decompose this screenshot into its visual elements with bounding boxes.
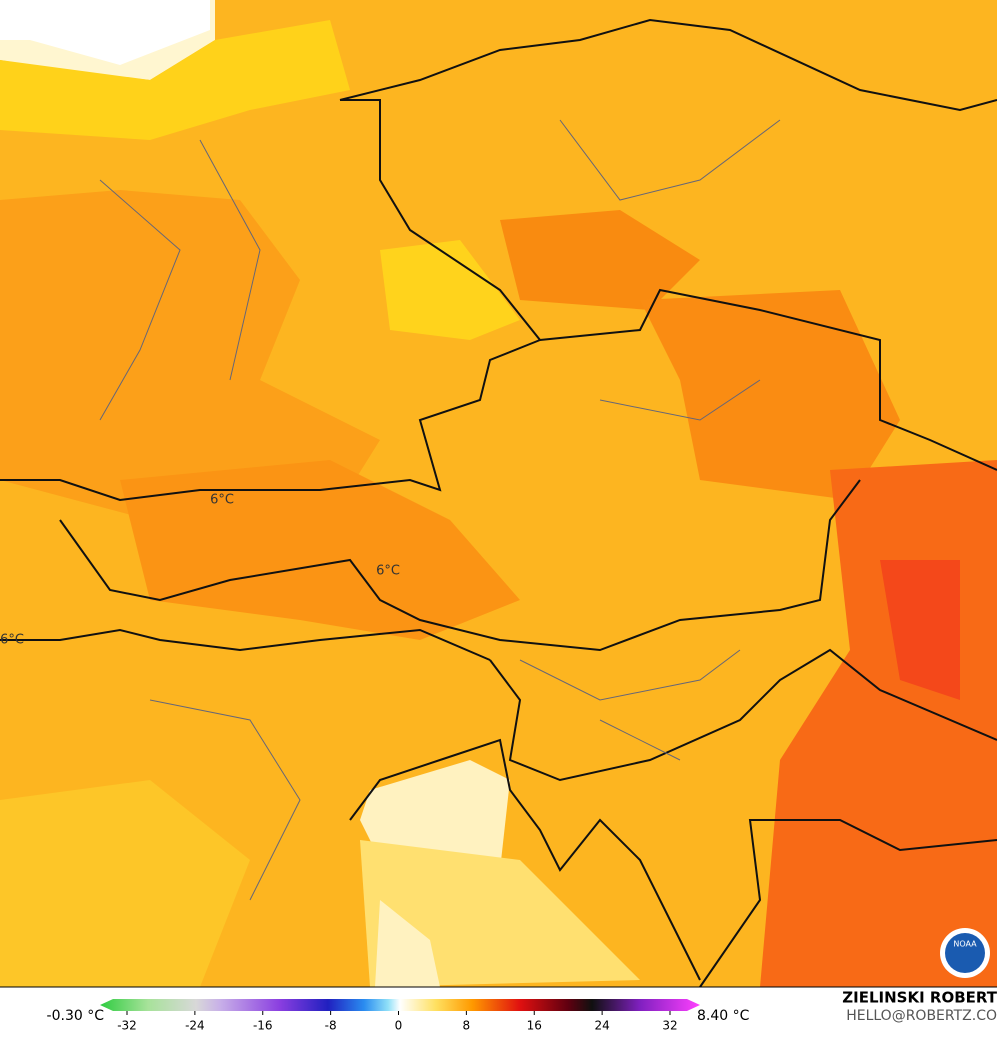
border [0,628,491,661]
contour-label: 6°C [376,564,400,579]
border [59,479,861,652]
contour-label: 6°C [0,633,24,648]
subdivision [99,119,781,901]
border [339,18,997,112]
region-red [880,560,960,700]
region-pale [375,900,440,987]
region-yellow [380,240,520,340]
credit-email: HELLO@ROBERTZ.CO [846,1008,997,1024]
region-dark-orange [500,210,700,310]
max-label: 8.40 °C [697,1008,750,1024]
tick-label: 32 [662,1019,677,1033]
tick-label: -32 [117,1019,137,1033]
map: 6°C 6°C 6°C NOAA [0,0,997,988]
region-dark-orange [640,290,900,500]
region-yellow-orange [0,780,250,987]
tick-label: 8 [463,1019,471,1033]
contour-label: 6°C [210,493,234,508]
colorbar-ticks: -32 -24 -16 -8 0 8 16 24 32 [117,1011,678,1033]
tick-label: 24 [594,1019,609,1033]
region-dark-orange [120,460,520,640]
credit-name: ZIELINSKI ROBERT [842,989,997,1007]
tick-label: 16 [527,1019,542,1033]
min-label: -0.30 °C [47,1008,105,1024]
border [539,288,997,471]
region-yellow [0,20,350,140]
logo-text: NOAA [953,940,977,949]
tick-label: 0 [395,1019,403,1033]
border [699,819,997,988]
tick-label: -24 [185,1019,205,1033]
coastline [349,738,701,981]
colorbar [100,999,700,1011]
tick-label: -16 [253,1019,273,1033]
region-coldest [0,0,210,65]
region-pale [360,760,510,870]
border [0,99,542,502]
tick-label: -8 [325,1019,337,1033]
region-orange [0,190,380,520]
border [489,648,997,782]
logo [945,933,985,973]
